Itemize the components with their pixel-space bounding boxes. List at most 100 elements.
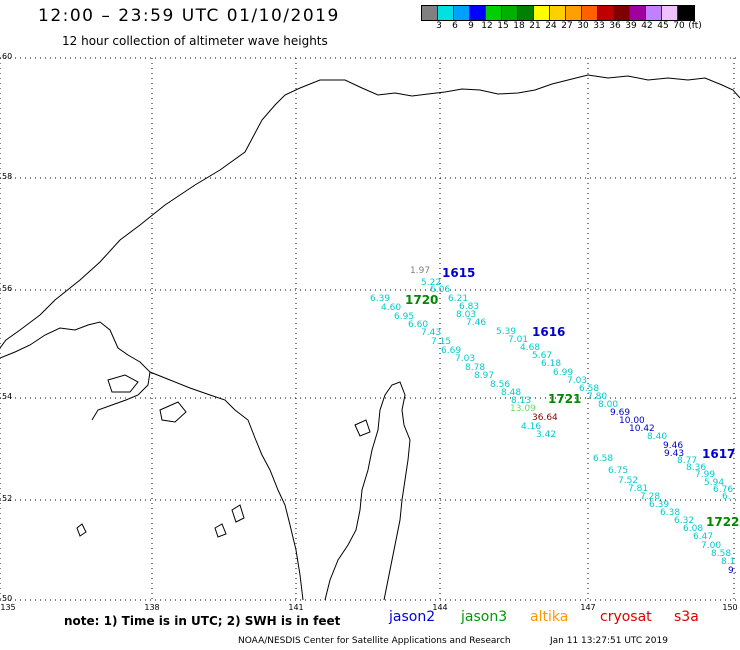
track-time-label: 1722	[706, 515, 740, 529]
wave-height-value: 6.39	[370, 294, 391, 304]
satellite-legend-cryosat: cryosat	[600, 609, 652, 625]
coastline-mainland	[0, 74, 740, 349]
wave-height-value: 9.43	[664, 449, 685, 459]
wave-height-value: 7.03	[455, 354, 476, 364]
wave-height-value: 1.97	[410, 266, 431, 276]
footer-credit: NOAA/NESDIS Center for Satellite Applica…	[238, 636, 511, 646]
wave-height-value: 6.18	[541, 359, 562, 369]
latitude-label: 50	[2, 594, 13, 603]
colorbar-swatch	[582, 6, 598, 20]
wave-height-value: 6.99	[553, 368, 574, 378]
satellite-legend-jason2: jason2	[389, 609, 436, 625]
coastline-island-3	[231, 504, 245, 523]
track-time-label: 1616	[532, 325, 566, 339]
wave-height-value: 6.	[722, 492, 731, 502]
wave-height-value: 6.58	[593, 454, 614, 464]
coastline-southwest	[0, 321, 151, 421]
wave-height-value: 8.36	[686, 463, 707, 474]
wave-height-value: 7.00	[701, 541, 722, 551]
colorbar-tick: 24	[545, 21, 557, 31]
colorbar-tick: (ft)	[688, 21, 702, 31]
wave-height-value: 6.75	[608, 466, 629, 476]
wave-height-value: 9.69	[610, 408, 631, 418]
footer-timestamp: Jan 11 13:27:51 UTC 2019	[550, 636, 668, 646]
latitude-label: 56	[2, 284, 13, 293]
wave-height-value: 8.03	[456, 310, 477, 320]
wave-height-value: 7.46	[466, 318, 487, 328]
colorbar-tick: 27	[561, 21, 573, 31]
colorbar-swatch	[662, 6, 678, 20]
wave-height-value: 6.08	[683, 524, 704, 534]
wave-height-value: 6.39	[649, 500, 670, 510]
wave-height-value: 6.95	[394, 312, 415, 322]
colorbar-swatch	[598, 6, 614, 20]
satellite-legend-s3a: s3a	[674, 609, 699, 625]
wave-height-colorbar	[421, 5, 695, 21]
colorbar-swatch	[614, 6, 630, 20]
wave-height-value: 6.76	[713, 484, 734, 495]
wave-height-value: 7.15	[431, 337, 452, 347]
footer-note: note: 1) Time is in UTC; 2) SWH is in fe…	[64, 614, 341, 628]
wave-height-value: 7.43	[421, 328, 442, 338]
satellite-legend-jason3: jason3	[461, 609, 508, 625]
wave-height-value: 6.47	[693, 532, 714, 542]
colorbar-tick-labels: 3 6 9 12 15 18 21 24 27 30 33 36 39 42 45 70 (ft)	[421, 21, 731, 33]
longitude-label: 150	[722, 603, 738, 612]
colorbar-tick: 70	[673, 21, 685, 31]
track-time-label: 1617	[702, 447, 736, 461]
wave-height-value: 6.21	[448, 294, 469, 304]
wave-height-value: 6.60	[408, 320, 429, 330]
wave-height-value: 7.52	[618, 476, 639, 486]
satellite-legend-altika: altika	[530, 609, 569, 625]
wave-height-value: 9.	[728, 566, 737, 576]
coastline-island-1	[107, 374, 139, 393]
colorbar-swatch	[502, 6, 518, 20]
latitude-label: 58	[2, 172, 13, 181]
wave-height-value: 8.58	[711, 549, 732, 559]
colorbar-tick: 45	[657, 21, 669, 31]
wave-height-value: 6.32	[674, 516, 695, 526]
longitude-label: 138	[144, 603, 160, 612]
wave-height-value: 13.09	[510, 404, 536, 414]
wave-height-value: 36.64	[532, 413, 558, 423]
colorbar-tick: 6	[452, 21, 458, 31]
wave-height-value: 6.06	[430, 285, 451, 295]
track-time-label: 1720	[405, 293, 439, 307]
wave-height-value: 6.69	[441, 346, 462, 356]
colorbar-tick: 21	[529, 21, 541, 31]
colorbar-swatch	[422, 6, 438, 20]
wave-height-value: 8.56	[490, 380, 511, 390]
longitude-label: 147	[580, 603, 596, 612]
wave-height-value: 7.01	[508, 335, 529, 345]
colorbar-tick: 33	[593, 21, 605, 31]
page-subtitle: 12 hour collection of altimeter wave hei…	[62, 34, 328, 48]
wave-height-value: 10.00	[619, 416, 645, 426]
wave-height-value: 8.1	[721, 557, 736, 567]
wave-height-value: 7.28	[640, 492, 661, 502]
map-graticule	[0, 57, 740, 601]
latitude-label: 60	[2, 52, 13, 61]
wave-height-value: 8.00	[598, 400, 619, 410]
colorbar-swatch	[566, 6, 582, 20]
coastline-island-5	[76, 523, 87, 537]
wave-height-value: 7.03	[567, 376, 588, 386]
wave-height-value: 5.39	[496, 327, 517, 337]
colorbar-tick: 30	[577, 21, 589, 31]
wave-height-value: 8.13	[511, 396, 532, 406]
coastline-island-6	[214, 523, 227, 538]
latitude-label: 54	[2, 392, 13, 401]
track-time-label: 1721	[548, 392, 582, 406]
wave-height-value: 4.60	[381, 303, 402, 313]
wave-height-value: 6.83	[459, 302, 480, 312]
wave-height-value: 8.48	[501, 388, 522, 398]
wave-height-value: 6.38	[660, 508, 681, 518]
colorbar-tick: 12	[481, 21, 493, 31]
colorbar-swatch	[454, 6, 470, 20]
coastline-kenai	[324, 381, 411, 601]
colorbar-swatch	[486, 6, 502, 20]
colorbar-tick: 9	[468, 21, 474, 31]
track-time-label: 1615	[442, 266, 476, 280]
colorbar-tick: 36	[609, 21, 621, 31]
wave-height-value: 8.97	[474, 371, 495, 381]
